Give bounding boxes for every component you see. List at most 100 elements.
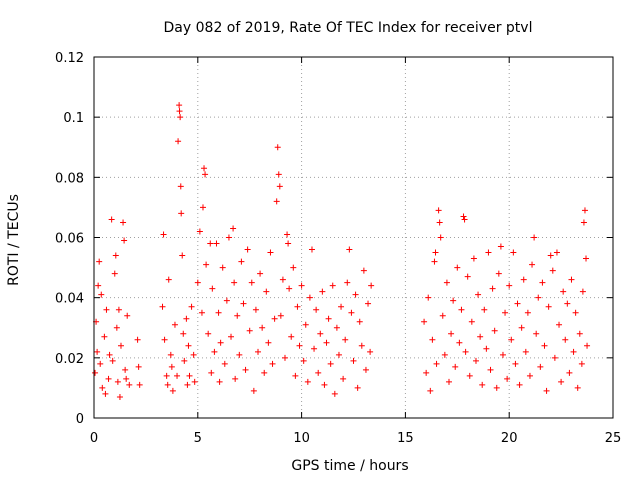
data-point <box>109 357 116 364</box>
data-point <box>568 276 575 283</box>
x-tick-label: 25 <box>605 431 622 446</box>
x-axis-tick-labels: 0 5 10 15 20 25 <box>90 431 621 446</box>
data-point <box>520 276 527 283</box>
data-point <box>333 324 340 331</box>
data-point <box>168 363 175 370</box>
data-point <box>354 384 361 391</box>
y-tick-label: 0.1 <box>63 111 84 126</box>
data-point <box>208 369 215 376</box>
data-point <box>169 387 176 394</box>
data-point <box>186 372 193 379</box>
data-point <box>99 384 106 391</box>
data-point <box>304 378 311 385</box>
data-point <box>524 309 531 316</box>
data-point <box>124 312 131 319</box>
data-point <box>105 375 112 382</box>
data-point <box>296 342 303 349</box>
data-point <box>216 378 223 385</box>
data-point <box>236 351 243 358</box>
data-point <box>244 246 251 253</box>
data-point <box>461 216 468 223</box>
x-axis-title: GPS time / hours <box>291 458 408 474</box>
data-point <box>526 372 533 379</box>
data-point <box>94 348 101 355</box>
data-point <box>203 261 210 268</box>
data-point <box>452 363 459 370</box>
data-point <box>491 327 498 334</box>
data-point <box>223 297 230 304</box>
data-point <box>489 285 496 292</box>
data-point <box>522 348 529 355</box>
data-point <box>290 264 297 271</box>
data-point <box>108 216 115 223</box>
data-point <box>98 291 105 298</box>
data-point <box>325 315 332 322</box>
data-point <box>255 348 262 355</box>
data-point <box>512 360 519 367</box>
data-point <box>202 171 209 178</box>
data-point <box>219 264 226 271</box>
data-point <box>115 306 122 313</box>
data-point <box>306 294 313 301</box>
data-point <box>302 321 309 328</box>
data-point <box>533 330 540 337</box>
data-point <box>468 318 475 325</box>
y-axis-tick-labels: 0 0.02 0.04 0.06 0.08 0.1 0.12 <box>55 51 84 427</box>
data-point <box>368 282 375 289</box>
data-point <box>346 246 353 253</box>
data-point <box>183 315 190 322</box>
data-point <box>427 387 434 394</box>
data-point <box>95 282 102 289</box>
data-point <box>338 303 345 310</box>
data-point <box>232 375 239 382</box>
data-point <box>177 183 184 190</box>
data-point <box>558 378 565 385</box>
data-point <box>286 285 293 292</box>
data-point <box>560 288 567 295</box>
data-point <box>188 303 195 310</box>
data-point <box>535 294 542 301</box>
data-point <box>92 369 99 376</box>
x-tick-label: 5 <box>194 431 202 446</box>
data-point <box>458 306 465 313</box>
y-tick-label: 0.08 <box>55 171 84 186</box>
data-point <box>495 270 502 277</box>
data-point <box>308 246 315 253</box>
data-point <box>431 258 438 265</box>
data-point <box>564 300 571 307</box>
data-point <box>456 339 463 346</box>
data-point <box>470 255 477 262</box>
data-point <box>274 144 281 151</box>
data-point <box>566 369 573 376</box>
data-point <box>135 363 142 370</box>
data-point <box>265 339 272 346</box>
data-point <box>493 384 500 391</box>
data-point <box>583 255 590 262</box>
data-point <box>472 357 479 364</box>
data-point <box>545 303 552 310</box>
data-point <box>543 387 550 394</box>
data-point <box>277 312 284 319</box>
data-point <box>365 300 372 307</box>
data-point <box>331 390 338 397</box>
data-point <box>298 282 305 289</box>
data-point <box>551 354 558 361</box>
data-point <box>121 237 128 244</box>
x-tick-label: 0 <box>90 431 98 446</box>
data-point <box>213 240 220 247</box>
data-point <box>250 387 257 394</box>
data-point <box>276 183 283 190</box>
data-point <box>477 333 484 340</box>
data-point <box>97 360 104 367</box>
data-point <box>102 390 109 397</box>
data-point <box>179 252 186 259</box>
data-point <box>319 288 326 295</box>
data-point <box>425 294 432 301</box>
data-point <box>450 297 457 304</box>
data-point <box>160 231 167 238</box>
x-tick-label: 10 <box>293 431 310 446</box>
data-point <box>362 366 369 373</box>
data-point <box>572 309 579 316</box>
data-point <box>215 309 222 316</box>
grid-lines <box>94 57 613 418</box>
